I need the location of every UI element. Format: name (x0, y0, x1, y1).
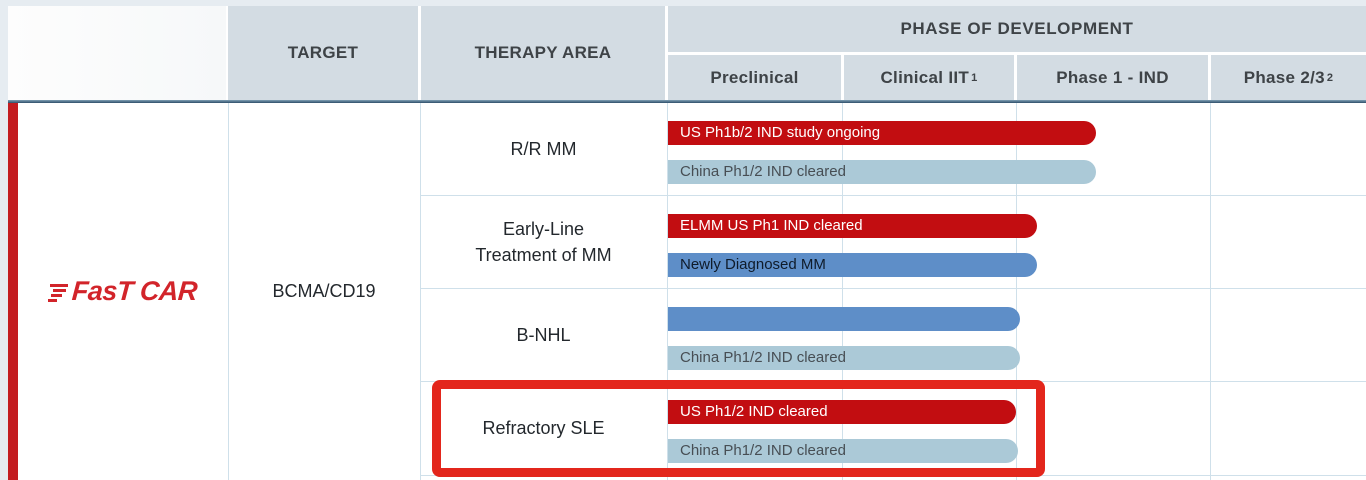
phase-subheader-2: Clinical IIT 1 (844, 55, 1014, 100)
target-value: BCMA/CD19 (272, 281, 376, 301)
pipeline-bar: China Ph1/2 IND cleared (668, 346, 1020, 370)
bar-label: US Ph1/2 IND cleared (680, 403, 828, 420)
therapy-area-column-header: THERAPY AREA (421, 6, 665, 100)
grid-line-horizontal (420, 288, 1366, 289)
phase-subheader-label: Preclinical (710, 67, 799, 87)
grid-line-vertical (1016, 103, 1017, 480)
pipeline-bar: Newly Diagnosed MM (668, 253, 1037, 277)
bar-label: China Ph1/2 IND cleared (680, 349, 846, 366)
target-column-header: TARGET (228, 6, 418, 100)
highlight-box (432, 380, 1045, 477)
grid-line-horizontal (420, 195, 1366, 196)
phase-subheader-label: Phase 2/3 (1243, 67, 1325, 87)
phase-subheader-label: Phase 1 - IND (1056, 67, 1169, 87)
pipeline-bar: US Ph1/2 IND cleared (668, 400, 1016, 424)
grid-line-vertical (842, 103, 843, 480)
brand-name: FasT CAR (71, 276, 199, 306)
left-accent-bar (8, 103, 18, 480)
grid-line-vertical (420, 103, 421, 480)
grid-line-vertical (667, 103, 668, 480)
pipeline-bar: China Ph1/2 IND cleared (668, 160, 1096, 184)
phase-subheader-1: Preclinical (668, 55, 841, 100)
grid-line-vertical (228, 103, 229, 480)
pipeline-bar: China Ph1/2 IND cleared (668, 439, 1018, 463)
logo-header-cell (8, 6, 226, 100)
page-top-margin (0, 0, 1366, 6)
phase-subheader-4: Phase 2/3 2 (1211, 55, 1366, 100)
footnote-superscript: 2 (1326, 71, 1334, 84)
logo-speed-lines-icon (48, 281, 69, 303)
phase-of-development-header: PHASE OF DEVELOPMENT (668, 6, 1366, 52)
therapy-area-label: R/R MM (510, 138, 577, 159)
therapy-area-label: B-NHL (516, 324, 571, 345)
grid-line-vertical (1210, 103, 1211, 480)
bar-label: China Ph1/2 IND cleared (680, 163, 846, 180)
therapy-area-label: Early-Line Treatment of MM (475, 218, 612, 265)
pipeline-bar: ELMM US Ph1 IND cleared (668, 214, 1037, 238)
fastcar-logo: FasT CAR (18, 103, 228, 480)
phase-subheader-label: Clinical IIT (880, 67, 970, 87)
bar-label: ELMM US Ph1 IND cleared (680, 217, 863, 234)
bar-label: Newly Diagnosed MM (680, 256, 826, 273)
phase-subheader-3: Phase 1 - IND (1017, 55, 1208, 100)
therapy-area-label: Refractory SLE (482, 418, 605, 439)
bar-label: US Ph1b/2 IND study ongoing (680, 124, 881, 141)
pipeline-bar: US Ph1b/2 IND study ongoing (668, 121, 1096, 145)
page-left-margin (0, 0, 8, 480)
pipeline-bar (668, 307, 1020, 331)
header-bottom-border (8, 100, 1366, 103)
bar-label: China Ph1/2 IND cleared (680, 442, 846, 459)
footnote-superscript: 1 (971, 71, 978, 84)
